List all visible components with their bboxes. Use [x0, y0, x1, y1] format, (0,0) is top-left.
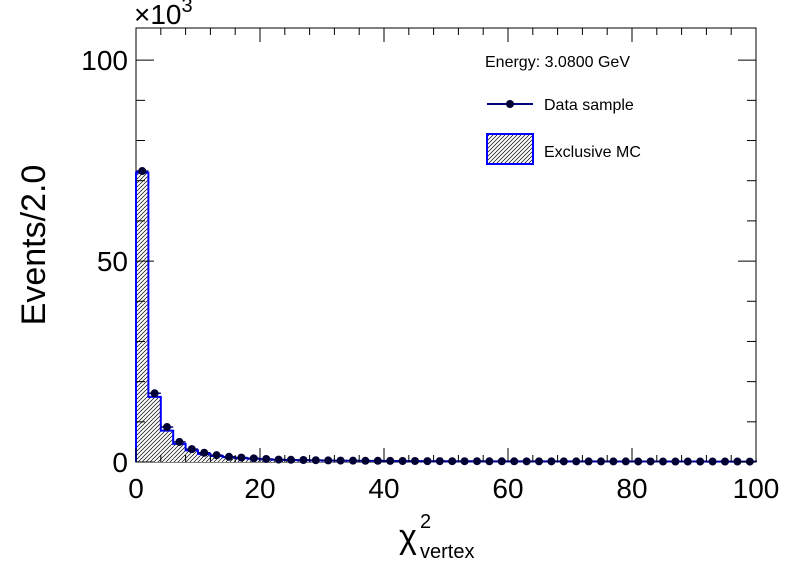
x-tick-label: 0: [128, 473, 144, 504]
data-point: [621, 457, 630, 466]
y-multiplier: ×103: [134, 0, 193, 30]
mc-bar: [148, 396, 161, 462]
data-point: [584, 457, 593, 466]
data-point: [336, 456, 345, 465]
data-point: [497, 457, 506, 466]
data-point: [324, 456, 333, 465]
data-point: [423, 457, 432, 466]
y-multiplier-base: ×10: [134, 0, 182, 30]
x-tick-label: 80: [616, 473, 647, 504]
data-point: [696, 457, 705, 466]
legend-data-marker: [506, 100, 514, 108]
mc-bar: [136, 172, 149, 462]
data-points: [136, 167, 756, 466]
data-point: [659, 457, 667, 466]
data-point: [547, 457, 556, 466]
data-point: [708, 457, 717, 466]
x-axis-title: χ 2 vertex: [399, 498, 474, 563]
data-point: [249, 454, 258, 463]
y-multiplier-exponent: 3: [182, 0, 193, 17]
legend-mc-box: [486, 133, 534, 165]
data-point: [361, 456, 370, 465]
y-tick-label: 100: [81, 45, 128, 76]
data-point: [299, 455, 308, 464]
plot-frame: [135, 27, 757, 463]
data-point: [646, 457, 655, 466]
mc-bar: [185, 450, 198, 462]
data-point: [349, 456, 357, 465]
data-point: [398, 456, 407, 465]
data-point: [671, 457, 680, 466]
x-axis-title-subscript: vertex: [420, 541, 474, 563]
mc-bar: [198, 453, 211, 462]
x-tick-label: 60: [492, 473, 523, 504]
data-point: [237, 453, 246, 462]
data-point: [535, 457, 543, 466]
data-point: [597, 457, 605, 466]
data-point: [448, 457, 457, 466]
data-point: [187, 445, 196, 454]
x-axis-title-main: χ: [399, 518, 417, 556]
data-point: [212, 451, 221, 460]
x-tick-labels: 0 20 40 60 80 100: [128, 473, 779, 504]
data-point: [733, 457, 742, 466]
data-point: [572, 457, 581, 466]
data-point: [609, 457, 618, 466]
y-axis-title: Events/2.0: [15, 165, 53, 326]
mc-bar: [160, 430, 174, 462]
data-point: [386, 456, 395, 465]
mc-histogram: [135, 171, 757, 463]
data-point: [485, 457, 494, 466]
data-point: [411, 456, 419, 465]
data-point: [634, 457, 643, 466]
x-axis-title-superscript: 2: [420, 511, 431, 533]
legend: Energy: 3.0800 GeV Data sample Exclusive…: [485, 54, 641, 165]
data-point: [163, 423, 171, 432]
axis-ticks: [135, 28, 757, 463]
x-tick-label: 20: [244, 473, 275, 504]
x-tick-label: 40: [368, 473, 399, 504]
legend-entry-mc: Exclusive MC: [544, 144, 641, 161]
legend-entry-data: Data sample: [544, 97, 634, 114]
data-point: [510, 457, 519, 466]
data-point: [683, 457, 692, 466]
mc-bar: [173, 443, 186, 462]
data-point: [311, 456, 320, 465]
y-tick-labels: 0 50 100: [81, 45, 128, 478]
y-tick-label: 50: [97, 246, 128, 277]
data-point: [175, 437, 184, 446]
y-tick-label: 0: [112, 447, 128, 478]
data-point: [460, 457, 469, 466]
data-point: [138, 167, 147, 176]
legend-title: Energy: 3.0800 GeV: [485, 54, 630, 71]
data-point: [559, 457, 568, 466]
data-point: [200, 448, 209, 457]
data-point: [262, 454, 271, 463]
data-point: [225, 452, 233, 461]
data-point: [373, 456, 382, 465]
data-point: [150, 389, 159, 398]
mc-outline: [135, 171, 757, 463]
data-point: [522, 457, 531, 466]
data-point: [274, 455, 283, 464]
data-point: [473, 457, 481, 466]
data-point: [435, 457, 444, 466]
x-tick-label: 100: [733, 473, 780, 504]
data-point: [287, 455, 295, 464]
data-point: [721, 457, 729, 466]
